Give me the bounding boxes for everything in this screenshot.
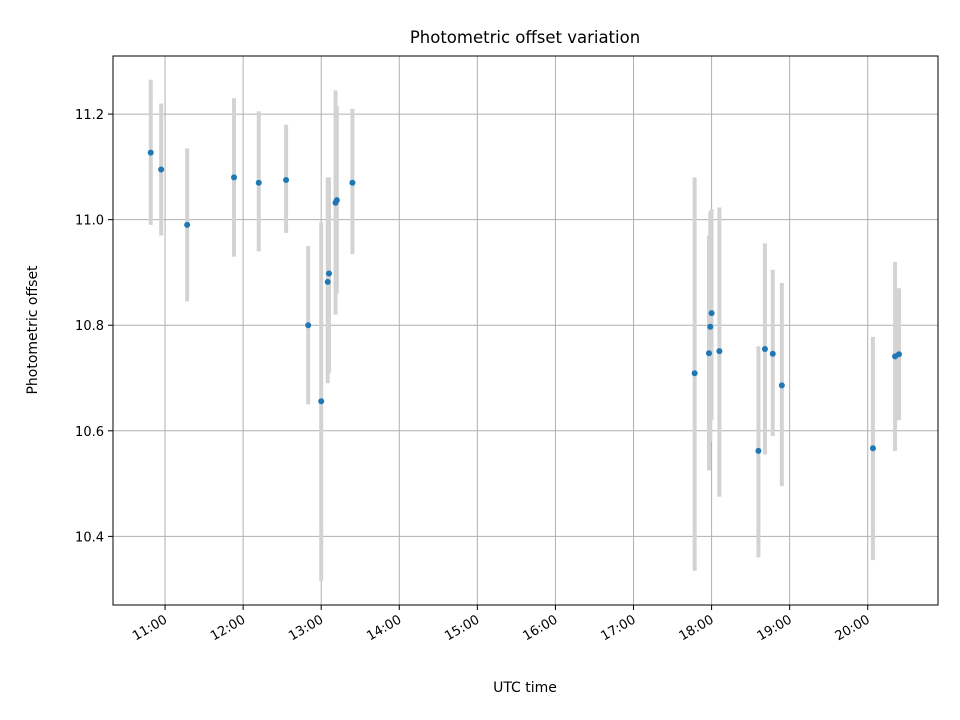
y-tick-label: 11.2 — [75, 108, 104, 123]
y-tick-label: 10.4 — [75, 530, 104, 545]
data-point — [158, 166, 165, 173]
data-point — [324, 278, 331, 285]
y-axis-label: Photometric offset — [25, 265, 41, 395]
y-tick-label: 10.6 — [75, 425, 104, 440]
x-axis-label: UTC time — [493, 680, 557, 696]
data-point — [318, 398, 325, 405]
data-point — [255, 179, 262, 186]
data-point — [283, 177, 290, 184]
data-point — [869, 445, 876, 452]
data-point — [761, 345, 768, 352]
data-point — [705, 350, 712, 357]
y-tick-label: 10.8 — [75, 319, 104, 334]
data-point — [333, 197, 340, 204]
y-tick-label: 11.0 — [75, 214, 104, 229]
data-point — [769, 350, 776, 357]
data-point — [716, 348, 723, 355]
grid-layer — [113, 56, 938, 605]
data-point — [755, 447, 762, 454]
data-point — [708, 310, 715, 317]
plot-frame — [112, 55, 939, 606]
data-point — [184, 221, 191, 228]
y-axis-ticks: 10.4 10.6 10.8 11.0 11.2 — [75, 108, 113, 545]
data-point — [707, 323, 714, 330]
data-point — [349, 179, 356, 186]
data-point — [326, 270, 333, 277]
chart-title: Photometric offset variation — [410, 28, 640, 47]
data-point — [305, 322, 312, 329]
data-point — [147, 149, 154, 156]
data-point — [895, 351, 902, 358]
data-point — [778, 382, 785, 389]
data-point — [691, 370, 698, 377]
data-point — [231, 174, 238, 181]
point-layer — [147, 149, 902, 454]
